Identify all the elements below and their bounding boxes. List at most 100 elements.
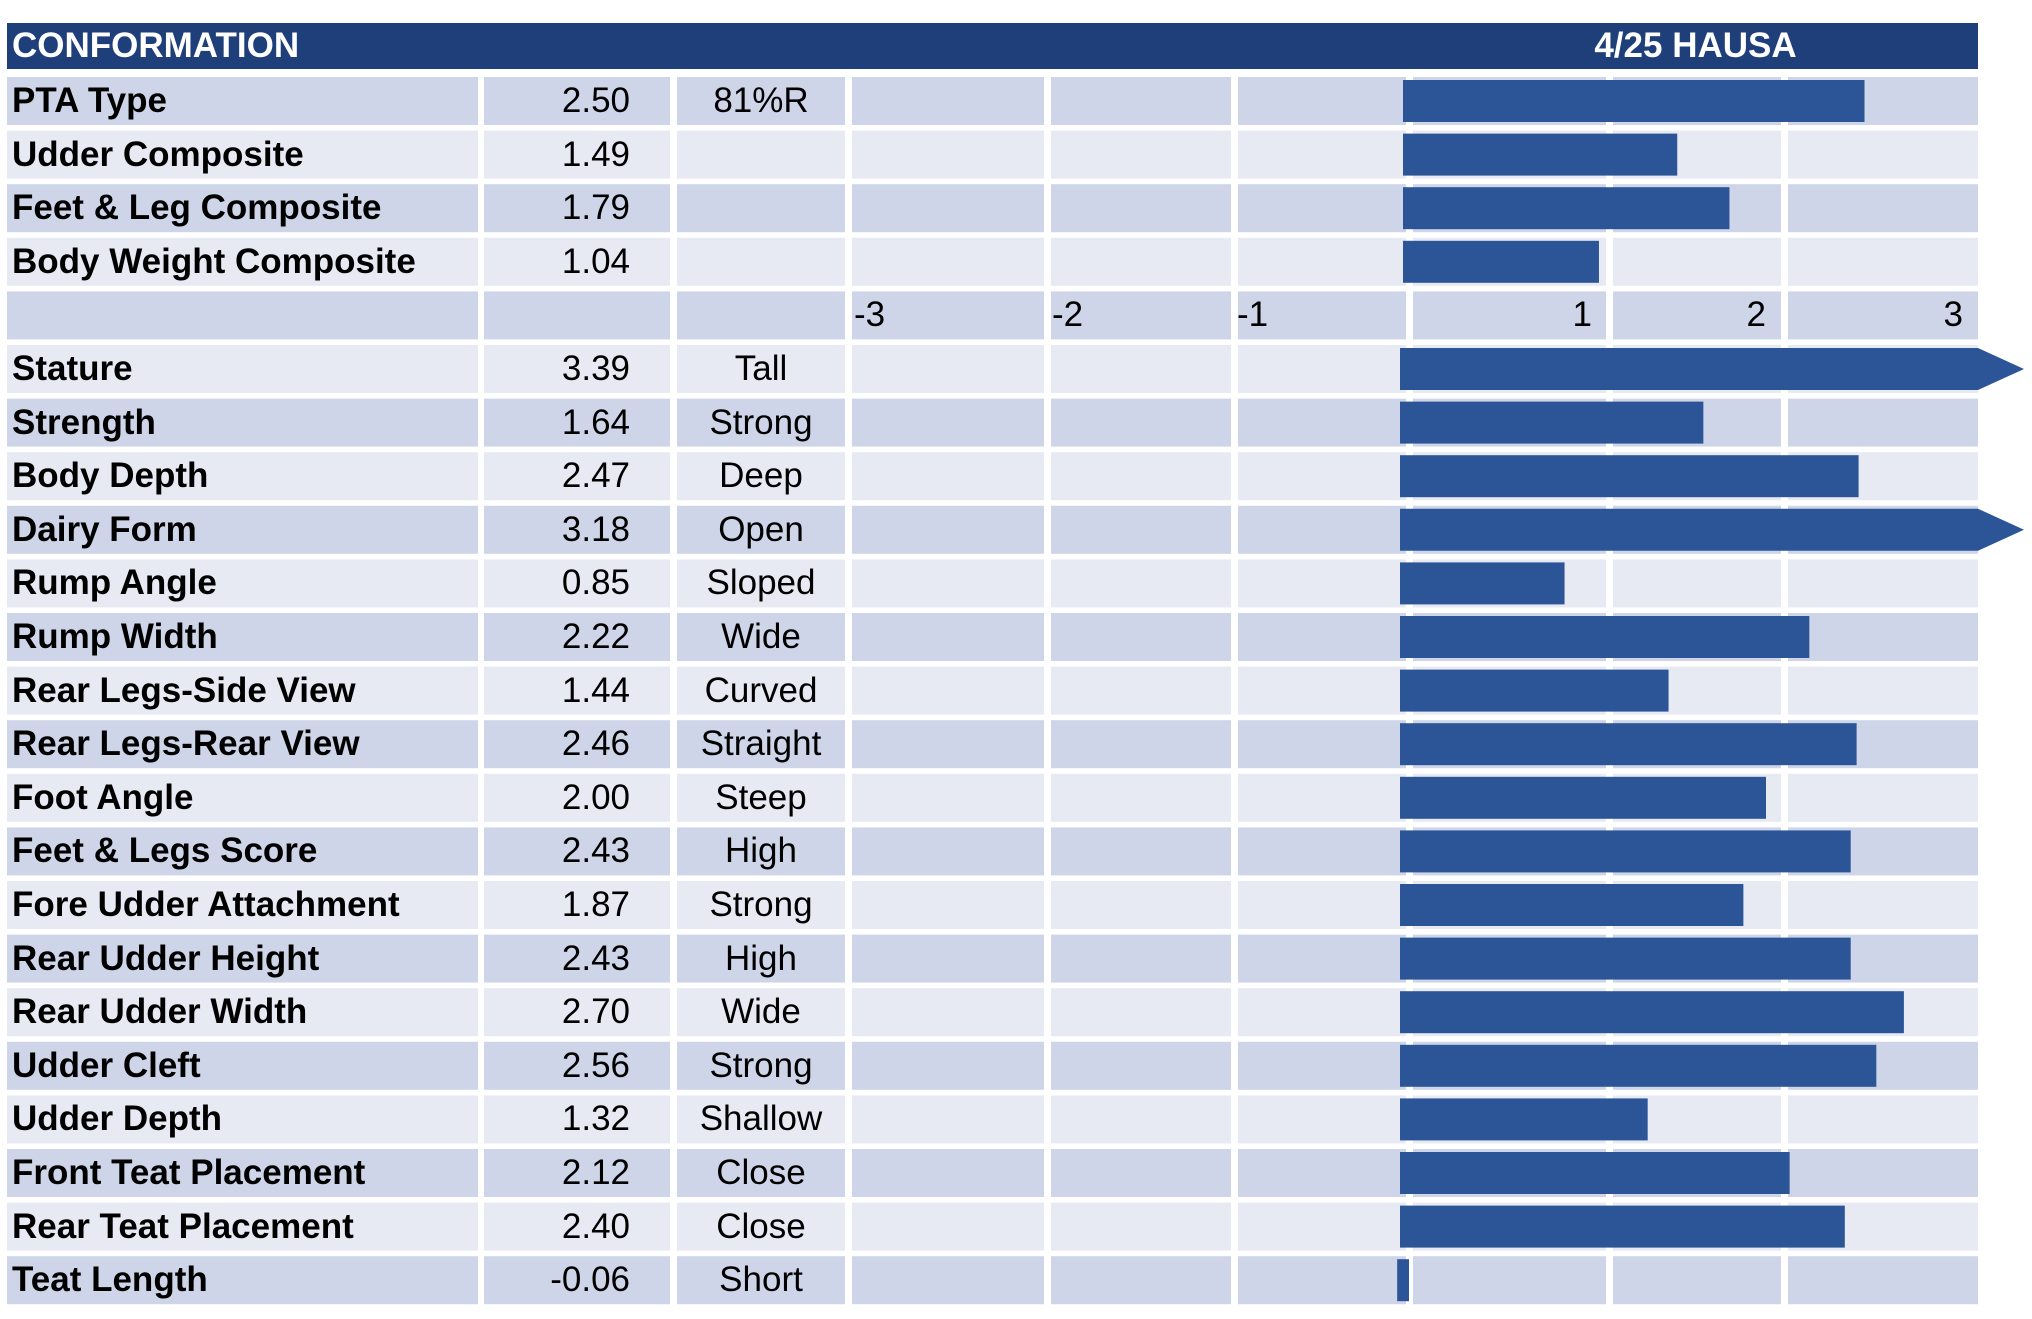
grid-cell: [484, 881, 670, 929]
grid-cell: [1238, 345, 1406, 393]
grid-cell: [484, 1041, 670, 1090]
grid-cell: [1051, 666, 1231, 715]
grid-cell: [852, 77, 1044, 125]
grid-cell: [1238, 720, 1406, 769]
grid-cell: [1413, 1256, 1606, 1305]
grid-cell: [852, 291, 1044, 340]
grid-cell: [852, 398, 1044, 447]
trait-descriptor: Strong: [709, 1045, 813, 1085]
grid-cell: [1788, 881, 1978, 929]
grid-cell: [1238, 666, 1406, 715]
data-bar-overflow: [1400, 348, 2024, 390]
trait-label: Body Weight Composite: [12, 241, 416, 281]
grid-cell: [7, 827, 478, 876]
grid-cell: [1051, 827, 1231, 876]
grid-cell: [484, 398, 670, 447]
trait-value: 0.85: [561, 563, 630, 603]
grid-cell: [1238, 934, 1406, 983]
trait-value: 2.46: [561, 724, 630, 764]
trait-descriptor: Close: [716, 1153, 806, 1192]
grid-cell: [1788, 1256, 1978, 1305]
grid-cell: [677, 77, 845, 125]
grid-cell: [1051, 398, 1231, 447]
data-bar: [1400, 776, 1766, 819]
grid-cell: [1613, 1256, 1781, 1305]
grid-cell: [484, 666, 670, 715]
trait-descriptor: Shallow: [699, 1099, 823, 1139]
grid-cell: [1051, 1202, 1231, 1251]
grid-cell: [7, 1041, 478, 1090]
grid-cell: [1051, 184, 1231, 233]
trait-label: Rump Angle: [12, 563, 217, 603]
grid-cell: [7, 345, 478, 393]
grid-cell: [7, 881, 478, 929]
grid-cell: [852, 666, 1044, 715]
trait-label: Rear Legs-Rear View: [12, 724, 360, 764]
grid-cell: [677, 827, 845, 876]
trait-label: Rump Width: [12, 617, 218, 656]
data-bar: [1400, 937, 1851, 980]
grid-cell: [484, 130, 670, 179]
grid-cell: [1788, 613, 1978, 661]
data-bar: [1400, 669, 1669, 712]
data-bar: [1403, 80, 1865, 122]
axis-tick-label: 2: [1746, 295, 1766, 335]
trait-label: Udder Composite: [12, 134, 304, 174]
data-bar: [1400, 723, 1857, 766]
data-bar: [1403, 133, 1678, 176]
grid-cell: [484, 934, 670, 983]
grid-cell: [1051, 720, 1231, 769]
grid-cell: [1051, 1256, 1231, 1305]
grid-cell: [1051, 988, 1231, 1037]
trait-label: Feet & Legs Score: [12, 831, 318, 871]
grid-cell: [1238, 559, 1406, 608]
trait-descriptor: Strong: [709, 402, 813, 442]
trait-label: Udder Depth: [12, 1099, 222, 1139]
grid-cell: [7, 1202, 478, 1251]
data-bar: [1400, 401, 1704, 444]
trait-value: 3.39: [561, 349, 630, 388]
grid-cell: [852, 1149, 1044, 1197]
grid-cell: [484, 77, 670, 125]
grid-cell: [852, 613, 1044, 661]
grid-cell: [1051, 130, 1231, 179]
data-bar: [1400, 830, 1851, 873]
grid-cell: [7, 773, 478, 822]
grid-cell: [677, 559, 845, 608]
trait-label: Feet & Leg Composite: [12, 188, 382, 228]
grid-cell: [1051, 237, 1231, 286]
grid-cell: [7, 452, 478, 501]
grid-cell: [852, 934, 1044, 983]
grid-cell: [1238, 1149, 1406, 1197]
grid-cell: [7, 988, 478, 1037]
grid-cell: [1238, 827, 1406, 876]
grid-cell: [852, 1202, 1044, 1251]
grid-cell: [7, 237, 478, 286]
grid-cell: [7, 1149, 478, 1197]
data-bar: [1400, 991, 1904, 1034]
trait-descriptor: Open: [718, 509, 804, 549]
trait-value: 2.43: [561, 938, 630, 978]
grid-cell: [7, 130, 478, 179]
trait-value: 1.79: [561, 188, 630, 228]
grid-cell: [484, 827, 670, 876]
grid-cell: [852, 1041, 1044, 1090]
grid-cell: [484, 988, 670, 1037]
grid-cell: [852, 988, 1044, 1037]
trait-value: 2.50: [561, 81, 630, 120]
grid-cell: [7, 666, 478, 715]
grid-cell: [1238, 398, 1406, 447]
grid-cell: [677, 881, 845, 929]
grid-cell: [484, 184, 670, 233]
grid-cell: [677, 345, 845, 393]
grid-cell: [677, 1095, 845, 1144]
grid-cell: [7, 934, 478, 983]
grid-cell: [852, 452, 1044, 501]
grid-cell: [1051, 345, 1231, 393]
grid-cell: [1238, 452, 1406, 501]
trait-value: 3.18: [561, 509, 630, 549]
grid-cell: [677, 1149, 845, 1197]
trait-descriptor: Tall: [734, 349, 788, 388]
grid-cell: [7, 184, 478, 233]
trait-value: 1.49: [561, 134, 630, 174]
